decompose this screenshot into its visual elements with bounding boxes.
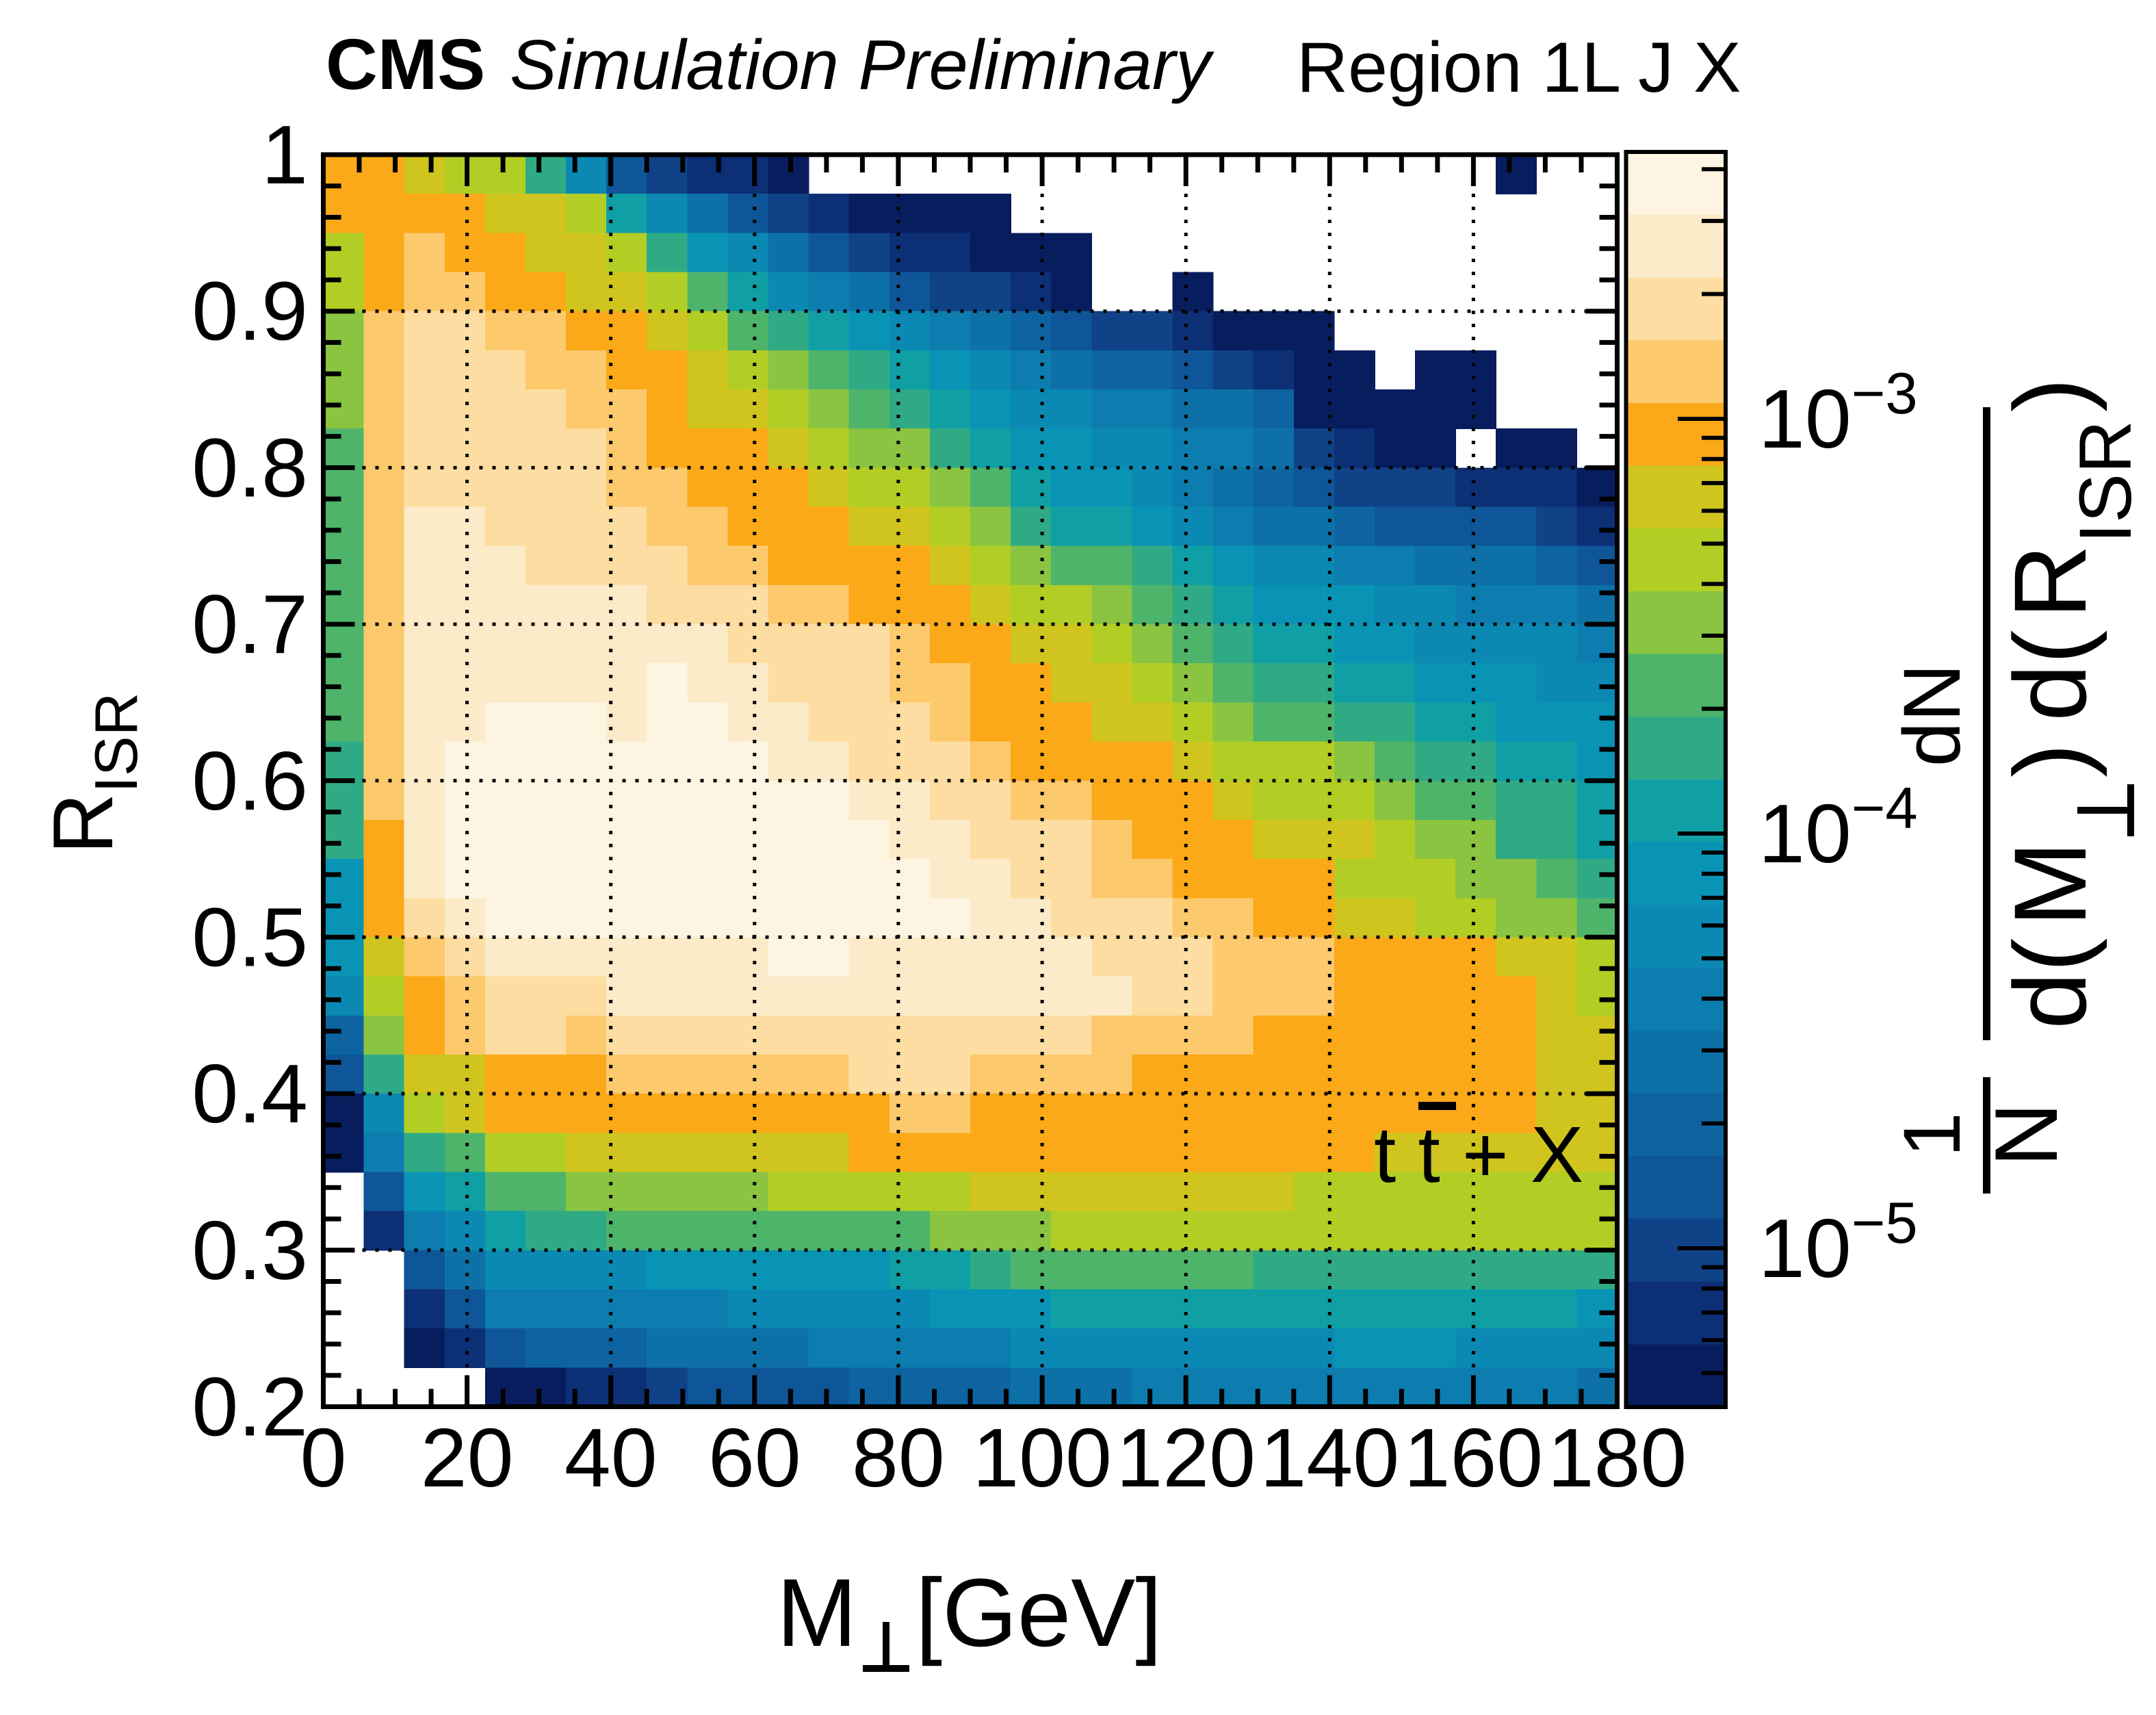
svg-text:): )	[1992, 378, 2107, 412]
svg-text:80: 80	[852, 1411, 945, 1504]
svg-text:CMS: CMS	[326, 25, 485, 105]
svg-text:100: 100	[972, 1411, 1112, 1504]
svg-text:140: 140	[1260, 1411, 1400, 1504]
svg-text:1: 1	[261, 108, 308, 201]
svg-text:N: N	[1976, 1102, 2076, 1167]
svg-text:120: 120	[1116, 1411, 1256, 1504]
svg-text:[GeV]: [GeV]	[915, 1558, 1163, 1666]
svg-text:Region 1L J X: Region 1L J X	[1297, 28, 1741, 107]
svg-text:M: M	[777, 1558, 857, 1666]
svg-text:d(: d(	[1992, 938, 2107, 1029]
svg-text:0.2: 0.2	[192, 1361, 308, 1454]
svg-text:0.5: 0.5	[192, 890, 308, 983]
svg-text:10−3: 10−3	[1758, 361, 1918, 465]
svg-text:dN: dN	[1887, 664, 1977, 767]
svg-text:180: 180	[1548, 1411, 1687, 1504]
svg-text:1: 1	[1887, 1112, 1977, 1157]
svg-text:160: 160	[1404, 1411, 1544, 1504]
svg-text:0.7: 0.7	[192, 578, 308, 671]
svg-text:0: 0	[300, 1411, 347, 1504]
svg-text:Simulation Preliminary: Simulation Preliminary	[510, 25, 1215, 104]
svg-text:t t + X: t t + X	[1374, 1110, 1583, 1199]
svg-text:0.3: 0.3	[192, 1204, 308, 1297]
svg-text:): )	[1992, 743, 2107, 777]
svg-text:0.9: 0.9	[192, 265, 308, 358]
svg-text:0.8: 0.8	[192, 421, 308, 514]
svg-text:d(: d(	[1992, 630, 2107, 721]
svg-text:ISR: ISR	[2064, 420, 2146, 543]
svg-text:40: 40	[564, 1411, 658, 1504]
svg-text:60: 60	[708, 1411, 801, 1504]
svg-text:R: R	[1992, 545, 2107, 619]
svg-text:M: M	[1992, 841, 2107, 927]
svg-text:0.6: 0.6	[192, 734, 308, 827]
svg-text:20: 20	[421, 1411, 514, 1504]
svg-text:0.4: 0.4	[192, 1047, 308, 1140]
